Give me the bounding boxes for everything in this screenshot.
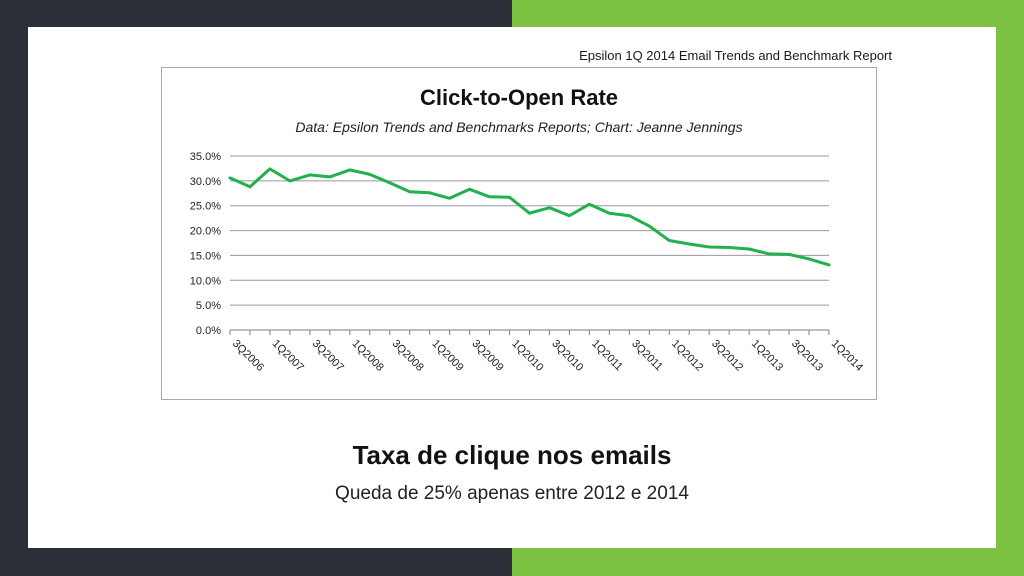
y-tick-label: 5.0% [196, 300, 221, 312]
data-point [488, 195, 491, 199]
y-tick-label: 10.0% [190, 275, 221, 287]
x-tick-label: 3Q2013 [789, 338, 825, 374]
data-point [448, 196, 452, 200]
data-point [588, 202, 591, 206]
slide-subline: Queda de 25% apenas entre 2012 e 2014 [335, 483, 689, 504]
y-tick-label: 35.0% [190, 151, 221, 163]
series-line [228, 167, 831, 267]
data-point [647, 224, 651, 228]
y-tick-label: 30.0% [190, 176, 221, 188]
data-point [468, 187, 471, 191]
data-point [707, 245, 711, 249]
data-point [787, 253, 791, 256]
data-point [288, 179, 292, 183]
data-point [228, 176, 232, 180]
x-tick-label: 1Q2011 [589, 338, 625, 374]
data-point [727, 246, 731, 249]
data-point [627, 214, 631, 218]
data-point [528, 211, 531, 215]
data-point [368, 172, 372, 176]
x-tick-label: 3Q2010 [549, 338, 585, 374]
x-tick-label: 3Q2009 [469, 338, 505, 374]
y-tick-label: 0.0% [196, 325, 221, 337]
data-point [428, 191, 432, 195]
x-tick-label: 1Q2014 [829, 338, 865, 374]
x-tick-label: 3Q2011 [629, 338, 665, 374]
data-point [268, 167, 272, 171]
data-point [248, 185, 252, 189]
data-point [807, 257, 811, 261]
x-tick-label: 3Q2012 [709, 338, 745, 374]
chart-subtitle: Data: Epsilon Trends and Benchmarks Repo… [295, 119, 743, 135]
data-point [568, 214, 571, 218]
slide-headline: Taxa de clique nos emails [352, 440, 672, 470]
x-tick-label: 3Q2006 [230, 338, 266, 374]
x-tick-label: 1Q2007 [270, 338, 306, 374]
chart-container: Click-to-Open Rate Data: Epsilon Trends … [161, 67, 877, 400]
x-tick-label: 3Q2008 [390, 338, 426, 374]
data-point [607, 211, 611, 215]
source-note: Epsilon 1Q 2014 Email Trends and Benchma… [579, 48, 892, 63]
x-tick-label: 1Q2013 [749, 338, 785, 374]
y-tick-label: 20.0% [190, 226, 221, 238]
line-chart: 0.0% 5.0% 10.0% 15.0% 20.0% 25.0% 30.0% 35.0% 3Q… [190, 151, 865, 374]
data-point [747, 247, 751, 251]
data-point [388, 181, 392, 185]
data-point [827, 263, 831, 267]
y-tick-label: 15.0% [190, 250, 221, 262]
y-tick-label: 25.0% [190, 201, 221, 213]
data-point [348, 168, 352, 172]
x-tick-label: 1Q2012 [669, 338, 705, 374]
chart-title: Click-to-Open Rate [419, 85, 619, 110]
data-point [328, 175, 332, 179]
x-tick-label: 1Q2010 [509, 338, 545, 374]
data-point [408, 190, 412, 194]
x-tick-label: 1Q2008 [350, 338, 386, 374]
data-point [767, 252, 771, 256]
data-point [687, 242, 691, 246]
data-point [548, 206, 551, 210]
x-tick-label: 3Q2007 [310, 338, 346, 374]
x-tick-label: 1Q2009 [430, 338, 466, 374]
data-point [667, 239, 671, 242]
data-point [508, 195, 511, 199]
data-point [308, 173, 312, 177]
